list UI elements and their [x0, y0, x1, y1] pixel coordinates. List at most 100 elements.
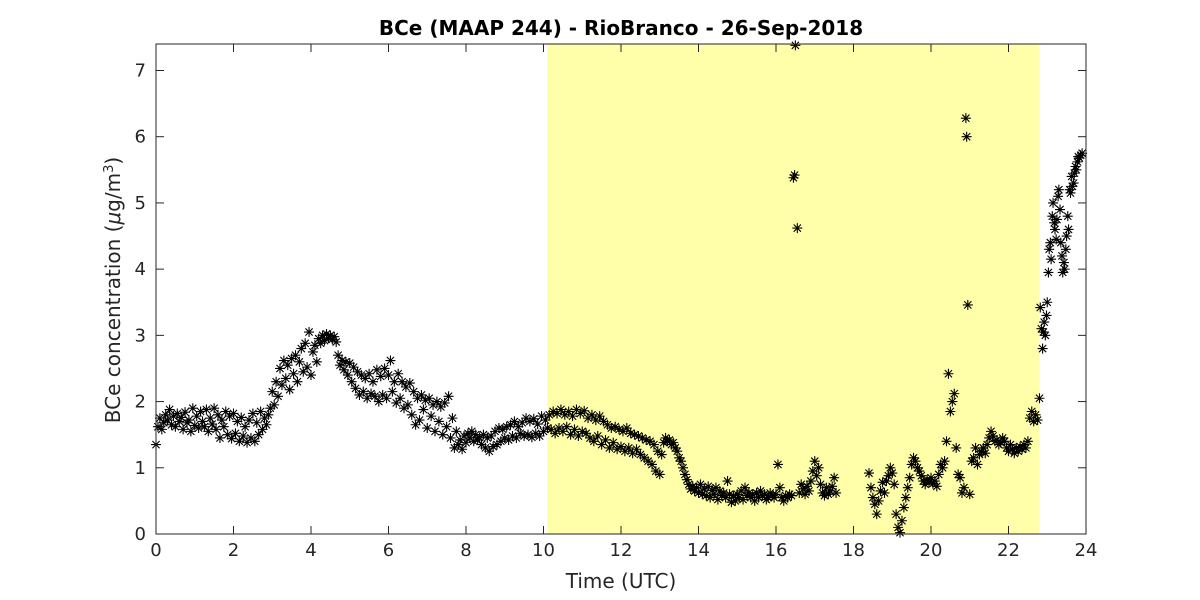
data-point [180, 407, 191, 418]
data-point [238, 431, 249, 441]
data-point [999, 436, 1010, 447]
data-point [941, 436, 952, 447]
data-point [908, 452, 919, 463]
data-point [220, 406, 231, 417]
data-point [931, 481, 942, 492]
data-point [385, 355, 396, 366]
data-point [497, 424, 508, 435]
data-point [397, 376, 408, 387]
data-point [488, 441, 499, 452]
data-point [718, 487, 729, 498]
data-point [953, 469, 964, 480]
data-point [1034, 393, 1045, 404]
data-point [1030, 409, 1041, 420]
data-point [430, 426, 440, 437]
data-point [530, 428, 541, 439]
data-point [383, 370, 394, 381]
data-point [1061, 231, 1072, 242]
data-point [416, 389, 427, 400]
data-point [980, 448, 991, 459]
data-point [193, 423, 204, 434]
data-point [493, 423, 504, 434]
data-point [278, 355, 289, 366]
data-point [949, 388, 960, 399]
data-point [951, 442, 962, 453]
data-point [451, 426, 462, 437]
data-point [315, 338, 326, 349]
data-point [875, 485, 886, 496]
data-point [156, 424, 167, 435]
data-point [275, 363, 285, 374]
data-point [300, 338, 311, 349]
data-point [402, 399, 413, 410]
data-point [170, 421, 181, 432]
data-point [1046, 254, 1057, 265]
data-point [610, 421, 621, 432]
data-point [1053, 191, 1064, 202]
data-point [889, 479, 900, 490]
data-point [995, 437, 1006, 448]
data-point [625, 428, 636, 439]
y-axis-label-suffix: ) [101, 157, 125, 165]
data-point [244, 415, 254, 426]
data-point [360, 373, 371, 384]
data-point [422, 423, 433, 434]
data-point [290, 350, 301, 361]
data-point [216, 415, 227, 426]
data-point [1056, 250, 1067, 261]
data-point [462, 428, 473, 439]
data-point [154, 413, 165, 424]
data-point [604, 442, 615, 453]
data-point [366, 388, 377, 399]
data-point [966, 456, 977, 467]
data-point [693, 487, 704, 498]
data-point [319, 335, 330, 346]
data-point [654, 469, 665, 480]
x-axis-label: Time (UTC) [565, 569, 677, 593]
x-tick-label: 4 [305, 540, 316, 561]
y-axis-label-unit: g/m [101, 173, 125, 212]
data-point [395, 393, 406, 404]
data-point [722, 476, 733, 487]
data-point [269, 399, 280, 410]
data-point [224, 411, 235, 422]
data-point [168, 411, 179, 422]
data-point [616, 441, 626, 452]
data-point [350, 383, 361, 394]
data-point [230, 428, 241, 439]
x-tick-label: 6 [383, 540, 394, 561]
data-point [802, 481, 812, 492]
data-point [288, 368, 299, 379]
data-point [772, 459, 783, 470]
data-point [329, 331, 340, 342]
data-point [1022, 436, 1033, 447]
x-tick-label: 22 [997, 540, 1020, 561]
data-point [1059, 264, 1070, 275]
data-point [342, 370, 353, 381]
data-point [964, 489, 975, 500]
data-point [375, 371, 386, 382]
data-point [588, 436, 599, 447]
data-point [526, 432, 537, 443]
data-point [240, 421, 251, 432]
data-point [918, 476, 929, 487]
data-point [406, 409, 417, 420]
data-point [271, 376, 282, 387]
data-point [195, 406, 206, 417]
data-point [829, 472, 840, 483]
data-point [623, 442, 634, 453]
data-point [813, 462, 824, 473]
data-point [914, 466, 925, 477]
data-point [546, 424, 557, 435]
data-point [656, 449, 667, 460]
x-tick-label: 12 [610, 540, 633, 561]
x-tick-label: 10 [532, 540, 555, 561]
data-point [534, 431, 545, 441]
data-point [1051, 234, 1062, 245]
data-point [1071, 164, 1082, 175]
data-point [670, 442, 681, 453]
data-point [633, 431, 644, 441]
data-point [707, 485, 718, 496]
data-point [621, 423, 632, 434]
data-point [205, 413, 216, 424]
